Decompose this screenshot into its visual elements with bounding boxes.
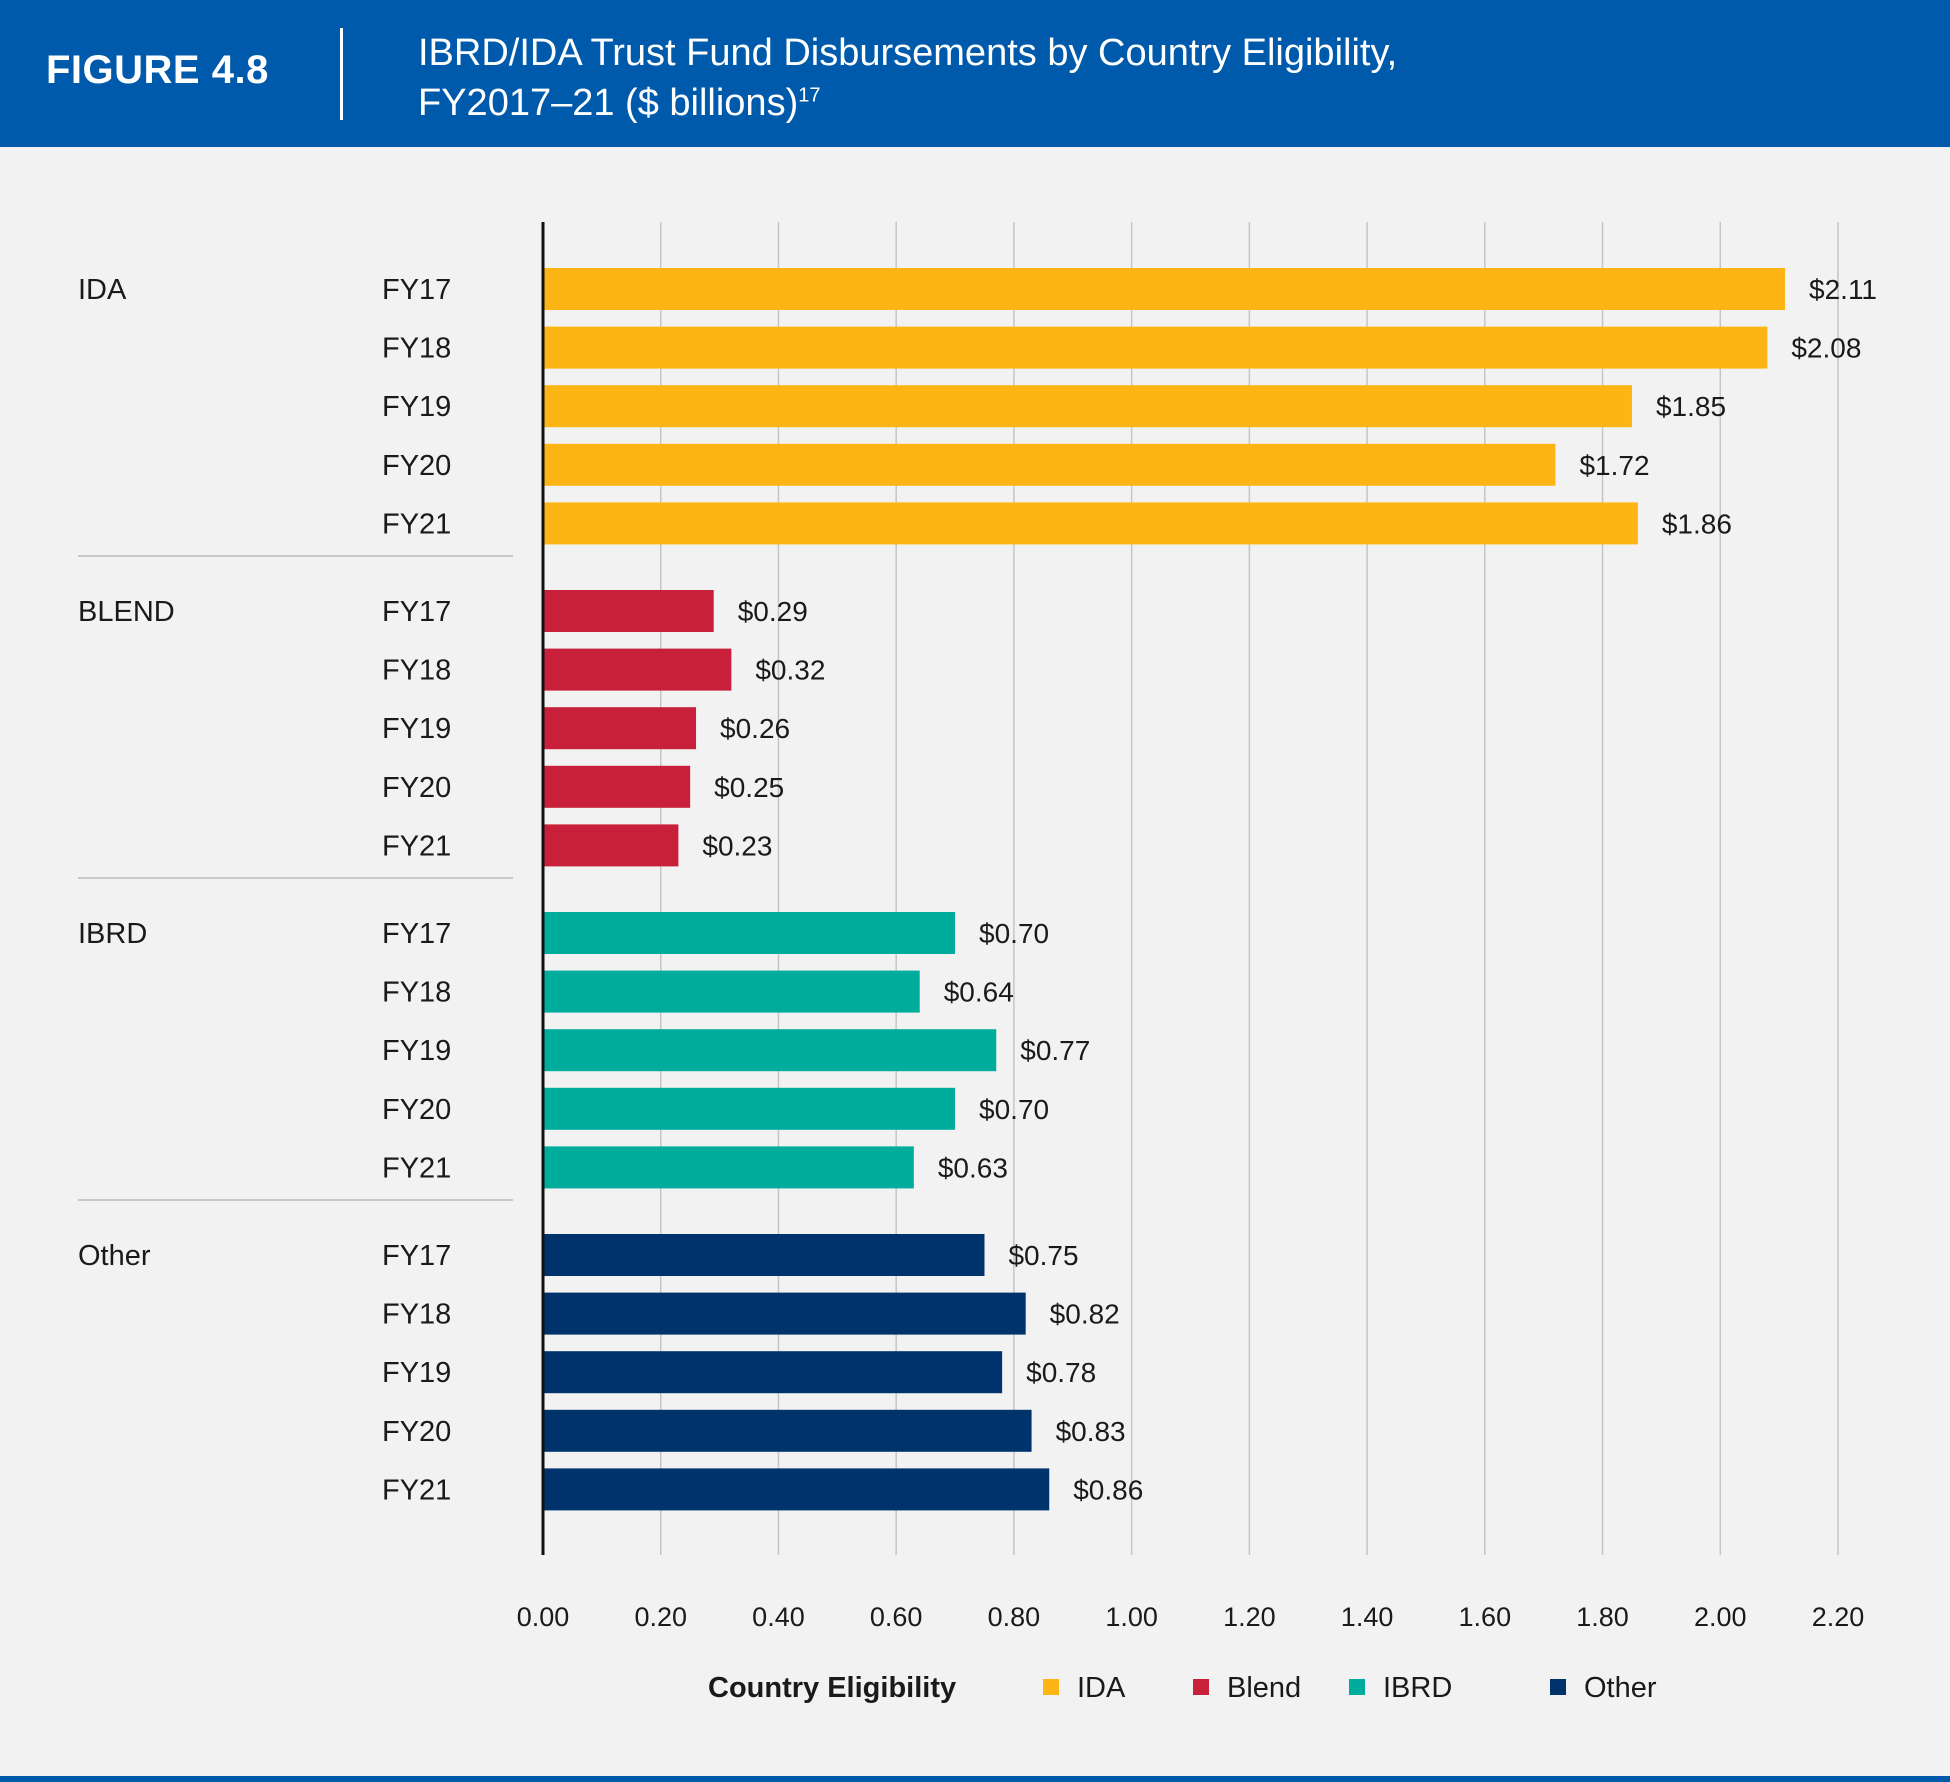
category-label: FY18 <box>382 977 451 1009</box>
data-label: $0.75 <box>1008 1240 1078 1271</box>
figure-header: FIGURE 4.8 IBRD/IDA Trust Fund Disbursem… <box>0 0 1950 147</box>
bar <box>543 1468 1050 1511</box>
data-label: $0.70 <box>979 918 1049 949</box>
data-label: $1.85 <box>1656 391 1726 422</box>
category-label: FY19 <box>382 1035 451 1067</box>
category-label: FY17 <box>382 596 451 628</box>
data-label: $0.83 <box>1056 1416 1126 1447</box>
x-tick-label: 0.20 <box>634 1602 687 1632</box>
x-tick-label: 0.80 <box>988 1602 1041 1632</box>
data-label: $0.77 <box>1020 1035 1090 1066</box>
bar <box>543 1292 1026 1335</box>
legend-swatch <box>1043 1679 1059 1695</box>
bar <box>543 385 1632 428</box>
header-divider <box>340 28 343 120</box>
data-label: $0.70 <box>979 1094 1049 1125</box>
data-label: $0.26 <box>720 713 790 744</box>
data-label: $0.78 <box>1026 1357 1096 1388</box>
figure-title-line2: FY2017–21 ($ billions) <box>418 82 799 124</box>
category-label: FY20 <box>382 1094 451 1126</box>
figure-label: FIGURE 4.8 <box>46 48 269 92</box>
category-label: FY18 <box>382 1299 451 1331</box>
bar <box>543 1351 1003 1394</box>
x-tick-label: 0.40 <box>752 1602 805 1632</box>
bar <box>543 1409 1032 1452</box>
figure-title: IBRD/IDA Trust Fund Disbursements by Cou… <box>418 28 1618 128</box>
category-label: FY21 <box>382 508 451 540</box>
category-label: FY21 <box>382 1152 451 1184</box>
data-label: $1.72 <box>1579 450 1649 481</box>
category-label: FY17 <box>382 274 451 306</box>
bar <box>543 912 956 954</box>
bar <box>543 824 679 867</box>
bottom-rule <box>0 1776 1950 1782</box>
data-label: $2.11 <box>1809 274 1877 305</box>
x-tick-label: 1.80 <box>1576 1602 1629 1632</box>
legend-label: IDA <box>1077 1672 1126 1704</box>
category-label: FY21 <box>382 1474 451 1506</box>
bar <box>543 707 697 750</box>
legend-swatch <box>1550 1679 1566 1695</box>
legend-label: Other <box>1584 1672 1657 1704</box>
bar <box>543 326 1768 369</box>
category-label: FY17 <box>382 1240 451 1272</box>
category-label: FY20 <box>382 1416 451 1448</box>
category-label: FY17 <box>382 918 451 950</box>
data-label: $0.23 <box>702 830 772 861</box>
data-label: $1.86 <box>1662 508 1732 539</box>
x-tick-label: 2.20 <box>1812 1602 1865 1632</box>
figure-title-footnote: 17 <box>798 84 821 107</box>
bar <box>543 443 1556 486</box>
x-tick-label: 1.00 <box>1105 1602 1158 1632</box>
bar <box>543 590 714 632</box>
bar <box>543 502 1638 545</box>
x-tick-label: 0.00 <box>517 1602 570 1632</box>
category-label: FY19 <box>382 1357 451 1389</box>
x-tick-label: 1.60 <box>1459 1602 1512 1632</box>
bar <box>543 1029 997 1072</box>
bar <box>543 1234 985 1276</box>
figure-title-line1: IBRD/IDA Trust Fund Disbursements by Cou… <box>418 32 1398 74</box>
legend-swatch <box>1193 1679 1209 1695</box>
group-label: BLEND <box>78 596 175 628</box>
legend-swatch <box>1349 1679 1365 1695</box>
bar <box>543 1087 956 1130</box>
legend-label: Blend <box>1227 1672 1301 1704</box>
data-label: $0.25 <box>714 772 784 803</box>
bar <box>543 970 920 1013</box>
data-label: $0.63 <box>938 1152 1008 1183</box>
legend-label: IBRD <box>1383 1672 1452 1704</box>
category-label: FY20 <box>382 450 451 482</box>
data-label: $0.86 <box>1073 1474 1143 1505</box>
data-label: $0.64 <box>944 977 1014 1008</box>
legend-title: Country Eligibility <box>708 1672 956 1704</box>
data-label: $2.08 <box>1791 333 1861 364</box>
x-tick-label: 0.60 <box>870 1602 923 1632</box>
category-label: FY18 <box>382 655 451 687</box>
group-label: Other <box>78 1240 151 1272</box>
bar <box>543 1146 914 1189</box>
x-tick-label: 1.40 <box>1341 1602 1394 1632</box>
category-label: FY18 <box>382 333 451 365</box>
group-label: IDA <box>78 274 127 306</box>
data-label: $0.29 <box>738 596 808 627</box>
category-label: FY20 <box>382 772 451 804</box>
bar <box>543 268 1786 310</box>
bar <box>543 648 732 691</box>
x-tick-label: 1.20 <box>1223 1602 1276 1632</box>
data-label: $0.32 <box>755 655 825 686</box>
data-label: $0.82 <box>1050 1299 1120 1330</box>
group-label: IBRD <box>78 918 147 950</box>
category-label: FY21 <box>382 830 451 862</box>
x-tick-label: 2.00 <box>1694 1602 1747 1632</box>
bar <box>543 765 691 808</box>
category-label: FY19 <box>382 391 451 423</box>
category-label: FY19 <box>382 713 451 745</box>
